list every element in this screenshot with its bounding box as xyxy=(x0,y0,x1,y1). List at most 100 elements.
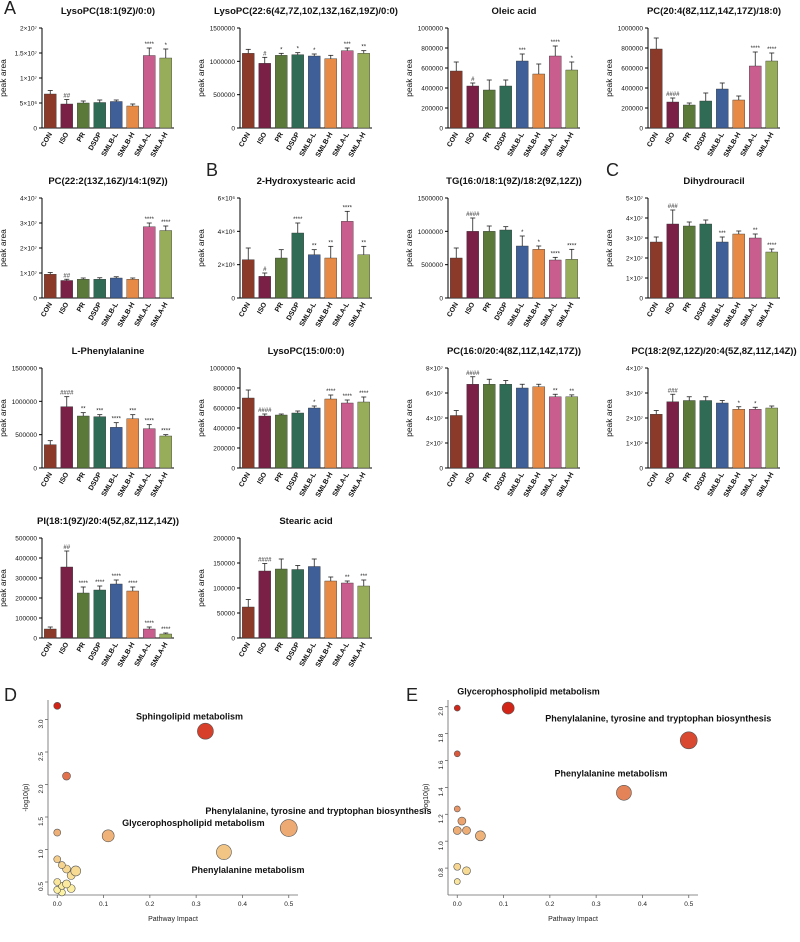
significance-mark: # xyxy=(471,77,475,83)
bar xyxy=(60,566,73,639)
x-tick-label: CON xyxy=(646,302,660,319)
y-tick-label: 0 xyxy=(439,296,443,303)
bar xyxy=(324,257,337,299)
y-tick-label: 500000 xyxy=(15,432,37,439)
y-axis-label: -log10(p) xyxy=(23,783,30,811)
y-tick-label: 200000 xyxy=(621,106,643,113)
bar-chart-9: L-Phenylalanine 0 500000 1000000 1500000 peak… xyxy=(0,346,174,499)
significance-mark: *** xyxy=(344,42,352,48)
panel-label-a: A xyxy=(4,0,17,18)
y-tick-label: 1×10⁷ xyxy=(20,76,38,83)
pathway-annotation: Glycerophospholipid metabolism xyxy=(122,818,265,828)
significance-mark: ** xyxy=(328,240,333,246)
significance-mark: **** xyxy=(343,394,353,400)
bar xyxy=(242,259,255,299)
pathway-bubble xyxy=(53,702,62,710)
significance-mark: #### xyxy=(258,408,272,414)
bar xyxy=(291,412,304,469)
y-tick-label: 100000 xyxy=(213,586,235,593)
bar xyxy=(341,221,354,299)
x-tick-label: SMLA-H xyxy=(348,642,368,669)
x-tick-label: SMLA-H xyxy=(150,132,170,159)
chart-title: LysoPC(22:6(4Z,7Z,10Z,13Z,16Z,19Z)/0:0) xyxy=(214,6,398,17)
y-tick-label: 3×10⁷ xyxy=(626,391,644,398)
bar xyxy=(565,396,578,469)
significance-mark: **** xyxy=(161,627,171,633)
significance-mark: **** xyxy=(79,581,89,587)
bar xyxy=(324,58,337,129)
bar xyxy=(258,63,271,129)
significance-mark: ** xyxy=(753,228,758,234)
bar xyxy=(666,223,679,299)
bar xyxy=(532,249,545,299)
bar xyxy=(44,93,57,129)
bar xyxy=(258,276,271,299)
x-tick-label: PR xyxy=(482,132,493,144)
y-tick-label: 1.2 xyxy=(438,814,445,823)
x-tick-label: ISO xyxy=(256,641,268,655)
x-tick-label: 0.1 xyxy=(99,901,108,908)
pathway-bubble xyxy=(453,704,461,712)
x-tick-label: ISO xyxy=(664,471,676,485)
significance-mark: *** xyxy=(96,409,104,415)
significance-mark: ** xyxy=(345,575,350,581)
significance-mark: # xyxy=(263,51,267,57)
significance-mark: **** xyxy=(551,40,561,46)
chart-title: TG(16:0/18:1(9Z)/18:2(9Z,12Z)) xyxy=(446,176,582,187)
bar xyxy=(44,628,57,639)
bar xyxy=(159,633,172,639)
y-tick-label: 500000 xyxy=(213,92,235,99)
x-tick-label: DSDP xyxy=(88,471,104,492)
y-tick-label: 2×10⁷ xyxy=(626,256,644,263)
bar xyxy=(765,251,778,299)
y-tick-label: 1000000 xyxy=(12,399,38,406)
bar-chart-8: Dihydrouracil 0 1×10⁷ 2×10⁷ 3×10⁷ 4×10⁷ 5×10⁷ p… xyxy=(604,176,780,329)
x-tick-label: DSDP xyxy=(88,131,104,152)
y-tick-label: 1×10⁷ xyxy=(626,276,644,283)
bar xyxy=(466,384,479,469)
x-tick-label: PR xyxy=(76,472,87,484)
panel-label-c: C xyxy=(606,160,619,180)
significance-mark: ## xyxy=(63,545,70,551)
significance-mark: **** xyxy=(767,243,777,249)
y-tick-label: 200000 xyxy=(421,106,443,113)
bar xyxy=(357,585,370,639)
significance-mark: **** xyxy=(161,220,171,226)
bar xyxy=(516,387,529,469)
x-tick-label: CON xyxy=(646,132,660,149)
y-axis-label: peak area xyxy=(0,569,8,607)
significance-mark: **** xyxy=(767,47,777,53)
y-axis-label: peak area xyxy=(196,59,206,97)
bar xyxy=(258,415,271,469)
x-tick-label: ISO xyxy=(464,471,476,485)
y-tick-label: 8×10⁷ xyxy=(426,366,444,373)
x-tick-label: 0.2 xyxy=(545,901,554,908)
bar xyxy=(275,414,288,469)
bar xyxy=(749,409,762,469)
x-tick-label: SMLA-H xyxy=(348,132,368,159)
significance-mark: **** xyxy=(95,580,105,586)
bar xyxy=(44,444,57,469)
pathway-bubble xyxy=(453,878,461,885)
significance-mark: **** xyxy=(359,391,369,397)
pathway-bubble xyxy=(101,829,115,843)
y-tick-label: 0 xyxy=(231,466,235,473)
y-tick-label: 0 xyxy=(33,636,37,643)
panel-label-b: B xyxy=(206,160,219,180)
bar xyxy=(749,65,762,129)
x-tick-label: CON xyxy=(238,642,252,659)
y-tick-label: 6×10⁶ xyxy=(218,196,236,203)
chart-title: PC(22:2(13Z,16Z)/14:1(9Z)) xyxy=(48,176,167,187)
y-tick-label: 0 xyxy=(639,296,643,303)
bar xyxy=(324,580,337,639)
bar-chart-11: PC(16:0/20:4(8Z,11Z,14Z,17Z)) 0 2×10⁷ 4×10⁷… xyxy=(404,346,581,499)
bar xyxy=(549,55,562,129)
bar xyxy=(483,89,496,129)
significance-mark: * xyxy=(738,401,741,407)
bar xyxy=(93,279,106,299)
x-tick-label: ISO xyxy=(58,641,70,655)
y-tick-label: 500000 xyxy=(421,262,443,269)
y-tick-label: 3×10⁷ xyxy=(626,236,644,243)
pathway-bubble xyxy=(457,816,467,826)
